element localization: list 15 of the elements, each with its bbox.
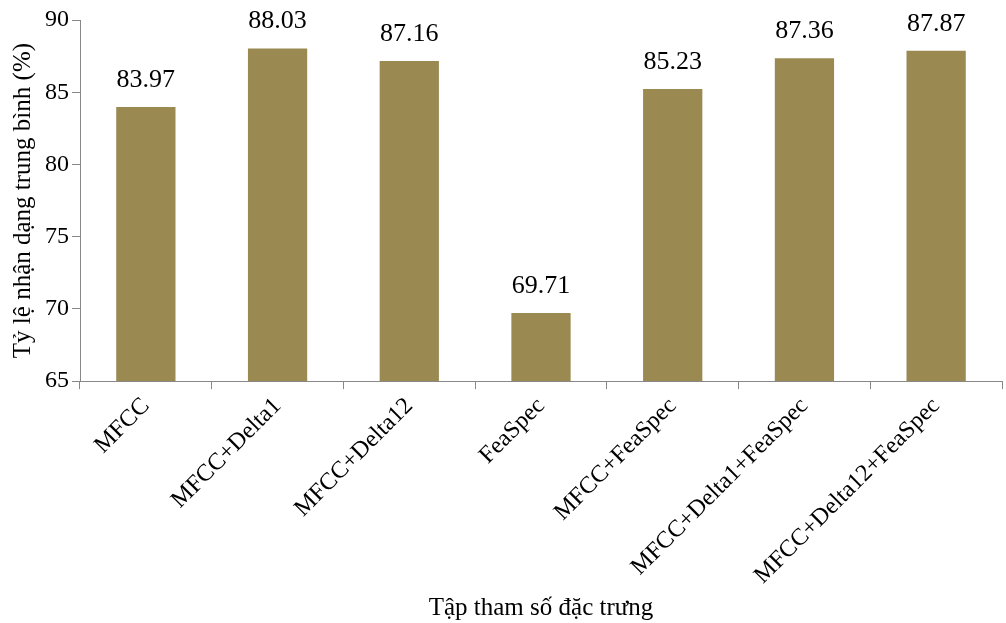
data-label: 88.03 bbox=[248, 5, 307, 35]
y-tick-label: 65 bbox=[45, 366, 69, 393]
x-axis-title: Tập tham số đặc trưng bbox=[428, 592, 654, 620]
y-tick-label: 90 bbox=[45, 5, 69, 32]
data-label: 87.16 bbox=[380, 17, 439, 47]
y-tick-label: 75 bbox=[45, 221, 69, 248]
data-label: 69.71 bbox=[511, 269, 571, 299]
y-axis-title: Tỷ lệ nhận dạng trung bình (%) bbox=[7, 42, 36, 359]
data-label: 85.23 bbox=[643, 45, 702, 75]
data-label: 87.36 bbox=[775, 14, 834, 44]
y-tick-label: 70 bbox=[45, 294, 69, 321]
y-tick-label: 80 bbox=[45, 149, 69, 176]
data-label: 83.97 bbox=[116, 63, 176, 93]
y-tick-label: 85 bbox=[45, 77, 69, 104]
data-label: 87.87 bbox=[906, 7, 966, 37]
